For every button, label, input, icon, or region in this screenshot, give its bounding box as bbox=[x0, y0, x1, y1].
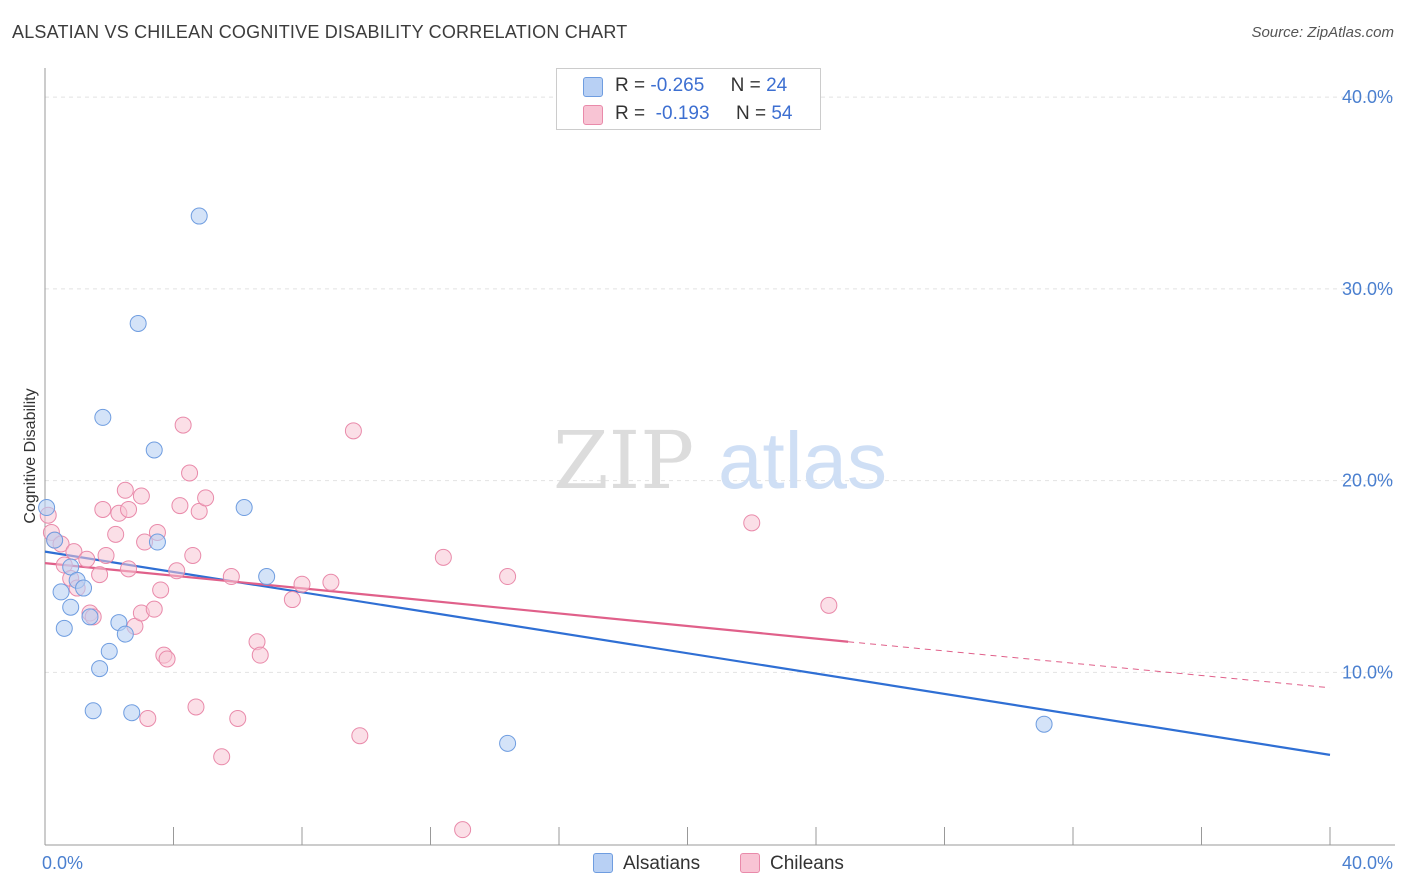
chileans-point bbox=[132, 487, 150, 505]
bottom-legend-chileans: Chileans bbox=[740, 853, 844, 875]
chileans-point bbox=[283, 591, 301, 609]
y-tick-labels: 10.0% 20.0% 30.0% 40.0% bbox=[1342, 87, 1393, 682]
alsatians-point bbox=[190, 207, 208, 225]
watermark-atlas: atlas bbox=[718, 416, 887, 505]
chileans-point bbox=[158, 650, 176, 668]
x-tick-label: 40.0% bbox=[1342, 853, 1393, 873]
y-tick-label: 30.0% bbox=[1342, 279, 1393, 299]
chileans-point bbox=[213, 748, 231, 766]
y-tick-label: 40.0% bbox=[1342, 87, 1393, 107]
chileans-point bbox=[743, 514, 761, 532]
alsatians-point bbox=[81, 608, 99, 626]
correlation-legend: R = -0.265 N = 24 R = -0.193 N = 54 bbox=[556, 68, 821, 130]
legend-n-label: N = bbox=[730, 75, 761, 96]
axes bbox=[44, 68, 1395, 846]
legend-r-value: -0.265 bbox=[650, 75, 705, 96]
bottom-legend-alsatians: Alsatians bbox=[593, 853, 700, 875]
chileans-point bbox=[120, 500, 138, 518]
data-points bbox=[38, 207, 1053, 839]
bottom-legend-label-alsatians: Alsatians bbox=[623, 853, 701, 874]
legend-n-label: N = bbox=[735, 103, 767, 124]
chart-title: ALSATIAN VS CHILEAN COGNITIVE DISABILITY… bbox=[12, 22, 628, 42]
legend-swatch-alsatians bbox=[583, 77, 603, 97]
alsatians-point bbox=[258, 568, 276, 586]
chileans-trend-extension bbox=[848, 641, 1331, 689]
alsatians-point bbox=[62, 598, 80, 616]
alsatians-point bbox=[46, 531, 64, 549]
chileans-point bbox=[120, 560, 138, 578]
chileans-point bbox=[322, 573, 340, 591]
chileans-point bbox=[434, 548, 452, 566]
chileans-point bbox=[293, 575, 311, 593]
grid bbox=[45, 96, 1395, 673]
bottom-legend-swatch-chileans bbox=[740, 853, 760, 873]
legend-n-value: 24 bbox=[766, 75, 788, 96]
chileans-point bbox=[139, 709, 157, 727]
chileans-point bbox=[222, 568, 240, 586]
alsatians-point bbox=[52, 583, 70, 601]
chileans-point bbox=[181, 464, 199, 482]
watermark-zip: ZIP bbox=[553, 414, 694, 507]
alsatians-point bbox=[148, 533, 166, 551]
chileans-point bbox=[454, 821, 472, 839]
chileans-point bbox=[107, 525, 125, 543]
legend-n-value: 54 bbox=[771, 103, 793, 124]
legend-swatch-chileans bbox=[583, 105, 603, 125]
chileans-point bbox=[116, 481, 134, 499]
watermark: ZIP atlas bbox=[553, 414, 887, 507]
chileans-point bbox=[344, 422, 362, 440]
legend-r-label: R = bbox=[615, 75, 646, 96]
alsatians-point bbox=[75, 579, 93, 597]
chileans-point bbox=[152, 581, 170, 599]
alsatians-point bbox=[129, 314, 147, 332]
alsatians-point bbox=[116, 625, 134, 643]
x-tick-label: 0.0% bbox=[42, 853, 83, 873]
chileans-point bbox=[97, 546, 115, 564]
legend-r-value: -0.193 bbox=[650, 103, 710, 124]
chileans-point bbox=[351, 727, 369, 745]
chileans-point bbox=[94, 500, 112, 518]
alsatians-point bbox=[123, 704, 141, 722]
source-label: Source: ZipAtlas.com bbox=[1251, 24, 1394, 41]
y-axis-label: Cognitive Disability bbox=[22, 388, 39, 523]
legend-r-label: R = bbox=[615, 103, 646, 124]
chileans-point bbox=[78, 550, 96, 568]
alsatians-point bbox=[55, 619, 73, 637]
chileans-point bbox=[184, 546, 202, 564]
chileans-point bbox=[251, 646, 269, 664]
alsatians-point bbox=[94, 408, 112, 426]
x-tick-labels: 0.0% 40.0% bbox=[42, 853, 1393, 873]
alsatians-point bbox=[84, 702, 102, 720]
bottom-legend-swatch-alsatians bbox=[593, 853, 613, 873]
bottom-legend-label-chileans: Chileans bbox=[770, 853, 844, 874]
alsatians-point bbox=[38, 499, 56, 517]
chileans-point bbox=[91, 566, 109, 584]
chileans-trend-line bbox=[44, 562, 849, 643]
alsatians-trend-line bbox=[44, 550, 1331, 756]
alsatians-point bbox=[235, 499, 253, 517]
chileans-point bbox=[145, 600, 163, 618]
chileans-point bbox=[187, 698, 205, 716]
y-tick-label: 20.0% bbox=[1342, 471, 1393, 491]
chileans-point bbox=[820, 596, 838, 614]
chileans-point bbox=[499, 568, 517, 586]
chileans-point bbox=[197, 489, 215, 507]
alsatians-point bbox=[91, 660, 109, 678]
alsatians-point bbox=[499, 734, 517, 752]
alsatians-point bbox=[145, 441, 163, 459]
alsatians-point bbox=[100, 642, 118, 660]
chileans-point bbox=[171, 497, 189, 515]
chileans-point bbox=[168, 562, 186, 580]
y-tick-label: 10.0% bbox=[1342, 662, 1393, 682]
chileans-point bbox=[229, 709, 247, 727]
alsatians-point bbox=[1035, 715, 1053, 733]
chileans-point bbox=[174, 416, 192, 434]
